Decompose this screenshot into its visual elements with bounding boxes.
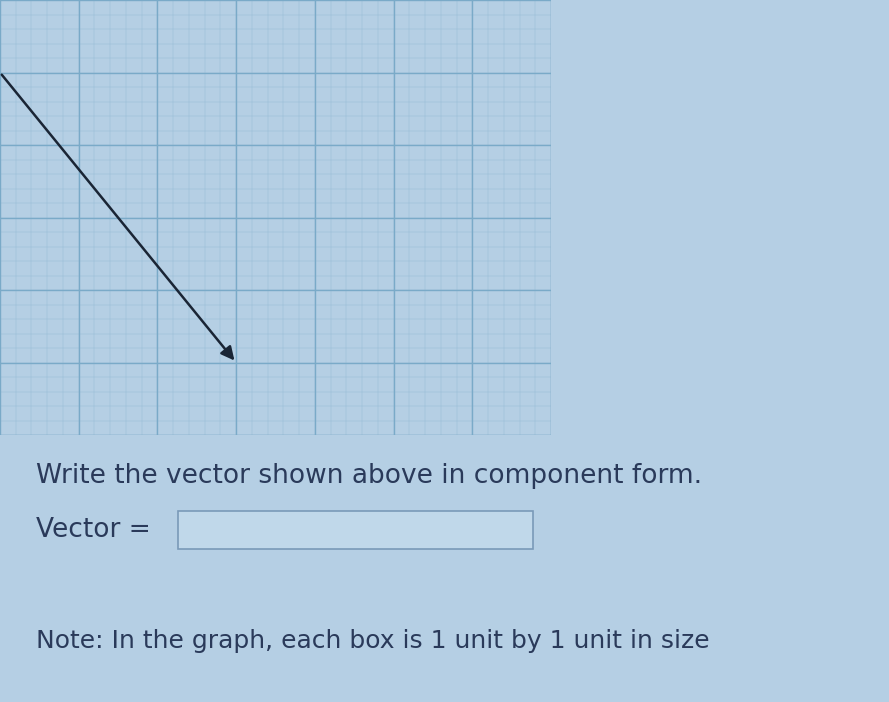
Text: Note: In the graph, each box is 1 unit by 1 unit in size: Note: In the graph, each box is 1 unit b… — [36, 629, 709, 653]
Text: Write the vector shown above in component form.: Write the vector shown above in componen… — [36, 463, 701, 489]
Text: Vector =: Vector = — [36, 517, 150, 543]
